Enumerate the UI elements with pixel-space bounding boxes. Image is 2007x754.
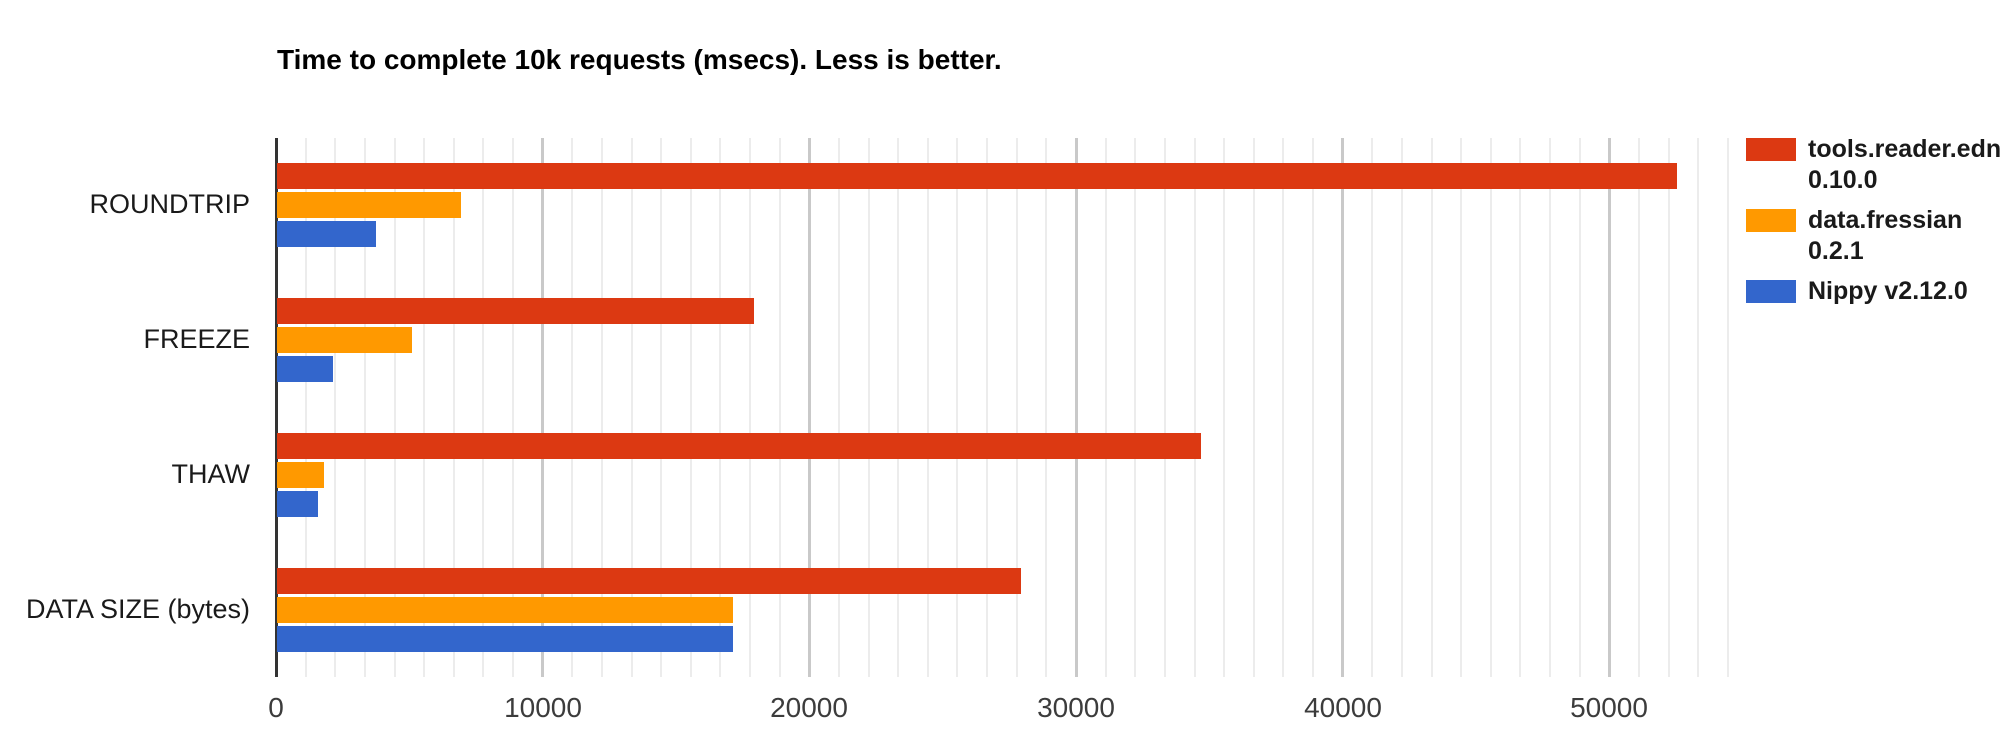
minor-gridline (512, 138, 515, 677)
chart-title: Time to complete 10k requests (msecs). L… (277, 44, 1002, 75)
minor-gridline (393, 138, 396, 677)
minor-gridline (1578, 138, 1581, 677)
minor-gridline (1726, 138, 1729, 677)
category-label-thaw: THAW (171, 459, 250, 489)
bar-thaw-tools-reader-edn-0-10-0[interactable] (277, 433, 1201, 459)
category-label-freeze: FREEZE (143, 324, 250, 354)
minor-gridline (482, 138, 485, 677)
minor-gridline (571, 138, 574, 677)
bar-freeze-data-fressian-0-2-1[interactable] (277, 327, 412, 353)
bar-data-size-bytes-nippy-v2-12-0[interactable] (277, 626, 733, 652)
bar-thaw-data-fressian-0-2-1[interactable] (277, 462, 324, 488)
major-gridline (1074, 138, 1078, 677)
minor-gridline (986, 138, 989, 677)
bar-freeze-tools-reader-edn-0-10-0[interactable] (277, 298, 754, 324)
minor-gridline (1667, 138, 1670, 677)
bar-thaw-nippy-v2-12-0[interactable] (277, 491, 318, 517)
minor-gridline (1460, 138, 1463, 677)
minor-gridline (1400, 138, 1403, 677)
x-tick-label-10000: 10000 (504, 692, 582, 723)
bar-roundtrip-tools-reader-edn-0-10-0[interactable] (277, 163, 1677, 189)
minor-gridline (1193, 138, 1196, 677)
minor-gridline (1312, 138, 1315, 677)
minor-gridline (600, 138, 603, 677)
minor-gridline (363, 138, 366, 677)
minor-gridline (956, 138, 959, 677)
bar-freeze-nippy-v2-12-0[interactable] (277, 356, 333, 382)
minor-gridline (1045, 138, 1048, 677)
minor-gridline (1519, 138, 1522, 677)
minor-gridline (1223, 138, 1226, 677)
minor-gridline (719, 138, 722, 677)
minor-gridline (1282, 138, 1285, 677)
minor-gridline (689, 138, 692, 677)
minor-gridline (660, 138, 663, 677)
plot-area (275, 138, 1732, 677)
legend: tools.reader.edn 0.10.0 data.fressian 0.2… (1746, 134, 2002, 316)
minor-gridline (926, 138, 929, 677)
legend-item-tools-reader-edn-0-10-0: tools.reader.edn 0.10.0 (1746, 134, 2002, 196)
minor-gridline (452, 138, 455, 677)
minor-gridline (1697, 138, 1700, 677)
minor-gridline (1252, 138, 1255, 677)
bar-data-size-bytes-data-fressian-0-2-1[interactable] (277, 597, 733, 623)
minor-gridline (1371, 138, 1374, 677)
legend-swatch-data-fressian-0-2-1 (1746, 209, 1796, 232)
minor-gridline (778, 138, 781, 677)
minor-gridline (1430, 138, 1433, 677)
bar-roundtrip-nippy-v2-12-0[interactable] (277, 221, 376, 247)
minor-gridline (334, 138, 337, 677)
major-gridline (807, 138, 811, 677)
legend-label: tools.reader.edn 0.10.0 (1808, 135, 2002, 194)
major-gridline (1341, 138, 1345, 677)
bar-data-size-bytes-tools-reader-edn-0-10-0[interactable] (277, 568, 1021, 594)
x-tick-label-30000: 30000 (1037, 692, 1115, 723)
minor-gridline (837, 138, 840, 677)
x-tick-label-40000: 40000 (1304, 692, 1382, 723)
x-tick-label-0: 0 (268, 692, 284, 723)
minor-gridline (867, 138, 870, 677)
minor-gridline (1549, 138, 1552, 677)
minor-gridline (1163, 138, 1166, 677)
legend-swatch-nippy-v2-12-0 (1746, 280, 1796, 303)
minor-gridline (423, 138, 426, 677)
category-label-roundtrip: ROUNDTRIP (89, 189, 251, 219)
minor-gridline (1015, 138, 1018, 677)
major-gridline (541, 138, 545, 677)
legend-label: data.fressian 0.2.1 (1808, 206, 1963, 265)
legend-swatch-tools-reader-edn-0-10-0 (1746, 138, 1796, 161)
minor-gridline (897, 138, 900, 677)
legend-item-data-fressian-0-2-1: data.fressian 0.2.1 (1746, 205, 1986, 267)
minor-gridline (749, 138, 752, 677)
bar-roundtrip-data-fressian-0-2-1[interactable] (277, 192, 461, 218)
legend-label: Nippy v2.12.0 (1808, 277, 1968, 305)
minor-gridline (1104, 138, 1107, 677)
legend-item-nippy-v2-12-0: Nippy v2.12.0 (1746, 276, 1986, 307)
minor-gridline (1489, 138, 1492, 677)
x-tick-label-20000: 20000 (770, 692, 848, 723)
minor-gridline (304, 138, 307, 677)
minor-gridline (1637, 138, 1640, 677)
minor-gridline (630, 138, 633, 677)
x-tick-label-50000: 50000 (1570, 692, 1648, 723)
major-gridline (1607, 138, 1611, 677)
minor-gridline (1134, 138, 1137, 677)
category-label-data-size-bytes: DATA SIZE (bytes) (25, 594, 250, 624)
y-axis-line (275, 138, 278, 677)
